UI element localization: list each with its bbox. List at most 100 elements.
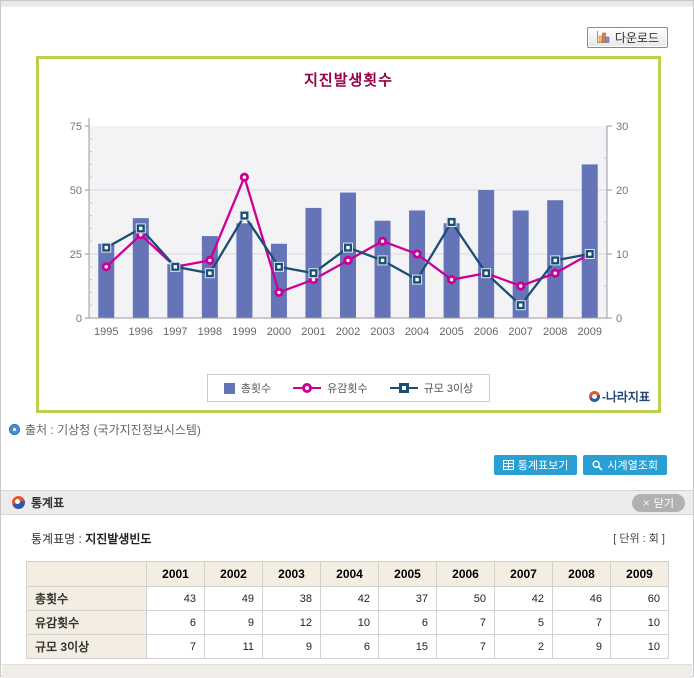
stats-panel-header: 통계표 × 닫기 xyxy=(1,490,693,515)
table-cell: 7 xyxy=(552,610,611,635)
svg-text:30: 30 xyxy=(616,121,628,133)
table-cell: 50 xyxy=(436,586,495,611)
table-cell: 38 xyxy=(262,586,321,611)
source-line: 출처 : 기상청 (국가지진정보시스템) xyxy=(9,421,201,438)
row-label: 규모 3이상 xyxy=(26,634,147,659)
table-cell: 10 xyxy=(610,610,669,635)
time-series-button-label: 시계열조회 xyxy=(607,460,658,472)
taegeuk-swirl-icon xyxy=(588,391,600,402)
year-header: 2006 xyxy=(436,561,495,587)
table-cell: 11 xyxy=(204,634,263,659)
table-cell: 9 xyxy=(262,634,321,659)
svg-text:2007: 2007 xyxy=(508,326,532,338)
svg-text:2006: 2006 xyxy=(474,326,498,338)
table-cell: 42 xyxy=(494,586,553,611)
chart-panel: 지진발생횟수 0 25 50 75 0 10 20 30 1995 1996 1997 1998 199… xyxy=(36,56,661,413)
table-name-value: 지진발생빈도 xyxy=(85,532,152,546)
table-cell: 42 xyxy=(320,586,379,611)
svg-text:2003: 2003 xyxy=(370,326,394,338)
svg-text:2002: 2002 xyxy=(336,326,360,338)
year-header: 2005 xyxy=(378,561,437,587)
legend-label: 규모 3이상 xyxy=(423,383,474,395)
svg-text:1997: 1997 xyxy=(163,326,187,338)
svg-text:2008: 2008 xyxy=(543,326,567,338)
unit-label: [ 단위 : 회 ] xyxy=(613,533,665,545)
year-header: 2002 xyxy=(204,561,263,587)
svg-text:25: 25 xyxy=(70,249,82,261)
table-cell: 6 xyxy=(146,610,205,635)
table-row-felt: 유감횟수 6 9 12 10 6 7 5 7 10 xyxy=(26,610,669,635)
svg-text:2005: 2005 xyxy=(439,326,463,338)
table-cell: 6 xyxy=(378,610,437,635)
row-label: 유감횟수 xyxy=(26,610,147,635)
table-grid-icon xyxy=(502,460,514,470)
legend-item-felt: 유감횟수 xyxy=(293,380,368,396)
svg-text:1999: 1999 xyxy=(232,326,256,338)
time-series-button[interactable]: 시계열조회 xyxy=(583,455,667,475)
svg-text:75: 75 xyxy=(70,121,82,133)
year-header: 2008 xyxy=(552,561,611,587)
legend-label: 총횟수 xyxy=(240,383,272,395)
earthquake-combo-chart: 0 25 50 75 0 10 20 30 1995 1996 1997 1998 1999 2000 20… xyxy=(70,118,628,338)
table-cell: 6 xyxy=(320,634,379,659)
table-cell: 2 xyxy=(494,634,553,659)
svg-text:0: 0 xyxy=(76,313,82,325)
logo-text: -나라지표 xyxy=(601,390,650,404)
magnifier-icon xyxy=(592,459,603,471)
svg-text:2004: 2004 xyxy=(405,326,429,338)
legend-item-mag3: 규모 3이상 xyxy=(389,380,474,396)
table-name: 통계표명 : 지진발생빈도 xyxy=(31,532,152,546)
svg-text:50: 50 xyxy=(70,185,82,197)
table-cell: 15 xyxy=(378,634,437,659)
table-cell: 46 xyxy=(552,586,611,611)
download-button-label: 다운로드 xyxy=(614,31,659,45)
e-nara-index-logo: -나라지표 xyxy=(588,388,650,405)
table-row-mag3: 규모 3이상 7 11 9 6 15 7 2 9 10 xyxy=(26,634,669,659)
download-button[interactable]: 다운로드 xyxy=(586,27,668,48)
stats-table-button-label: 통계표보기 xyxy=(517,460,569,472)
svg-text:1996: 1996 xyxy=(129,326,153,338)
year-header: 2009 xyxy=(610,561,669,587)
bar-chart-icon xyxy=(596,31,610,43)
table-meta-row: 통계표명 : 지진발생빈도 [ 단위 : 회 ] xyxy=(1,530,693,548)
bar-legend-marker xyxy=(223,382,235,394)
svg-text:2001: 2001 xyxy=(301,326,325,338)
table-cell: 60 xyxy=(610,586,669,611)
close-button-label: 닫기 xyxy=(653,498,674,510)
table-cell: 49 xyxy=(204,586,263,611)
svg-text:2009: 2009 xyxy=(577,326,601,338)
stats-table-button[interactable]: 통계표보기 xyxy=(493,455,578,475)
year-header: 2007 xyxy=(494,561,553,587)
svg-text:1998: 1998 xyxy=(198,326,222,338)
legend-label: 유감횟수 xyxy=(327,383,368,395)
action-buttons: 통계표보기 시계열조회 xyxy=(493,455,667,475)
close-button[interactable]: × 닫기 xyxy=(631,494,685,512)
table-cell: 7 xyxy=(436,610,495,635)
close-x-icon: × xyxy=(642,496,650,510)
bullet-icon xyxy=(9,424,20,435)
table-cell: 7 xyxy=(146,634,205,659)
table-cell: 9 xyxy=(552,634,611,659)
svg-text:2000: 2000 xyxy=(267,326,291,338)
square-line-legend-marker xyxy=(389,382,418,394)
corner-header-cell xyxy=(26,561,147,587)
svg-text:1995: 1995 xyxy=(94,326,118,338)
table-header-row: 2001 2002 2003 2004 2005 2006 2007 2008 … xyxy=(26,561,669,587)
year-header: 2001 xyxy=(146,561,205,587)
svg-text:20: 20 xyxy=(616,185,628,197)
taegeuk-swirl-icon xyxy=(12,496,25,509)
chart-title: 지진발생횟수 xyxy=(304,72,393,89)
table-cell: 12 xyxy=(262,610,321,635)
stats-table: 2001 2002 2003 2004 2005 2006 2007 2008 … xyxy=(26,561,669,659)
table-cell: 10 xyxy=(320,610,379,635)
table-row-total: 총횟수 43 49 38 42 37 50 42 46 60 xyxy=(26,586,669,611)
svg-text:0: 0 xyxy=(616,313,622,325)
table-cell: 10 xyxy=(610,634,669,659)
bottom-strip xyxy=(2,664,692,678)
source-text: 출처 : 기상청 (국가지진정보시스템) xyxy=(25,423,201,437)
chart-legend: 총횟수 유감횟수 규모 3이상 xyxy=(39,374,658,402)
table-cell: 37 xyxy=(378,586,437,611)
stats-panel-title: 통계표 xyxy=(31,496,65,510)
table-cell: 9 xyxy=(204,610,263,635)
